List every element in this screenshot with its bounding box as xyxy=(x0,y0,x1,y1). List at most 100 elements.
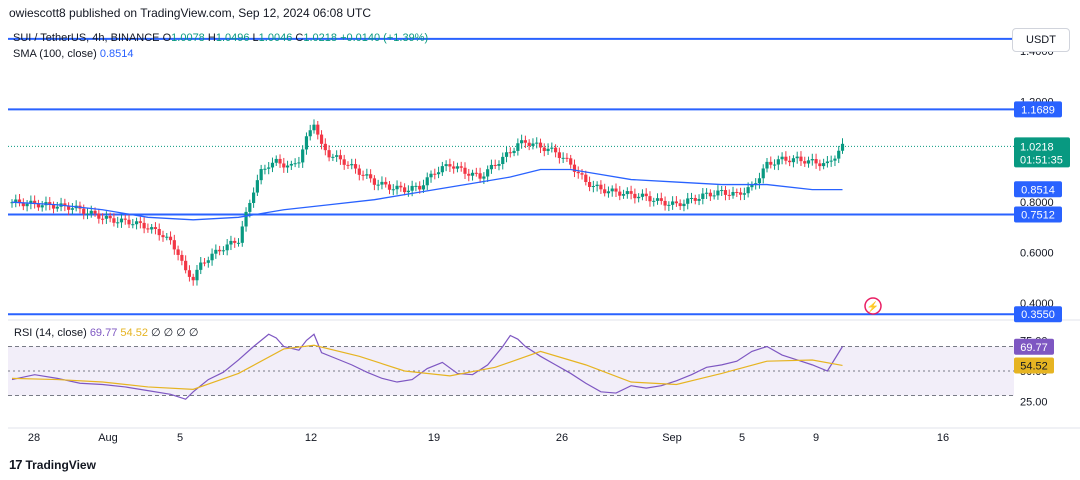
candle xyxy=(829,160,833,162)
candle xyxy=(799,156,803,162)
candle xyxy=(765,161,769,169)
candle xyxy=(399,185,403,188)
candle xyxy=(82,208,86,214)
flash-glyph: ⚡ xyxy=(867,300,879,313)
candle xyxy=(421,185,426,190)
candle xyxy=(29,200,33,204)
candle xyxy=(240,226,244,243)
candle xyxy=(236,242,241,244)
candle xyxy=(391,189,395,191)
close-label: C xyxy=(295,32,304,44)
candle xyxy=(840,143,845,151)
rsi-value: 69.77 xyxy=(89,327,118,339)
candle xyxy=(750,184,754,188)
candle xyxy=(689,197,694,199)
candle xyxy=(376,184,380,186)
level-price-label-text: 1.1689 xyxy=(1021,104,1055,116)
candle xyxy=(655,198,660,201)
candle xyxy=(769,161,773,165)
candle xyxy=(51,204,56,209)
candle xyxy=(780,156,784,160)
time-axis-tick: 16 xyxy=(937,432,949,444)
candle xyxy=(372,178,376,185)
candle xyxy=(727,194,731,196)
candle xyxy=(218,249,222,252)
candle xyxy=(187,270,192,277)
candle xyxy=(202,262,207,264)
candle xyxy=(535,142,539,144)
candle xyxy=(180,254,184,261)
sma-price-label-text: 0.8514 xyxy=(1021,184,1055,196)
candle xyxy=(338,155,343,160)
candle xyxy=(576,171,580,174)
candle xyxy=(723,190,728,195)
symbol-legend: SUI / TetherUS, 4h, BINANCE O1.0078 H1.0… xyxy=(13,32,428,44)
candle xyxy=(538,142,543,148)
candle xyxy=(301,149,305,163)
candle xyxy=(157,229,161,236)
candle xyxy=(448,164,452,167)
sma-legend: SMA (100, close) 0.8514 xyxy=(13,48,133,60)
candle xyxy=(633,193,637,199)
rsi-label[interactable]: RSI (14, close) xyxy=(14,327,87,339)
candle xyxy=(312,124,316,131)
candle xyxy=(36,203,41,208)
sma-label[interactable]: SMA (100, close) xyxy=(13,48,97,60)
candle xyxy=(55,206,59,209)
candle xyxy=(85,213,90,215)
candle xyxy=(735,191,739,193)
candle xyxy=(184,260,188,271)
candle xyxy=(742,193,746,195)
candle xyxy=(346,164,350,166)
candle xyxy=(104,215,108,219)
bar-countdown: 01:51:35 xyxy=(1020,154,1063,166)
candle xyxy=(663,200,667,206)
time-axis-tick: 26 xyxy=(556,432,568,444)
candle xyxy=(674,201,678,204)
candle xyxy=(146,228,150,230)
candle xyxy=(550,147,554,149)
sma-price-label xyxy=(1014,181,1062,198)
candle xyxy=(818,163,822,167)
candle xyxy=(459,166,463,168)
candle xyxy=(357,168,361,175)
tradingview-brand: TradingView xyxy=(25,457,96,472)
candle xyxy=(569,158,573,165)
candle xyxy=(63,203,67,206)
candle xyxy=(199,262,203,270)
candle xyxy=(252,192,256,203)
candle xyxy=(757,178,762,184)
candle xyxy=(150,227,154,230)
candle xyxy=(512,150,516,154)
last-price-value: 1.0218 xyxy=(1020,141,1054,153)
rsi-axis-tick: 25.00 xyxy=(1020,397,1048,409)
candle xyxy=(365,174,369,176)
candle xyxy=(127,219,131,225)
candle xyxy=(561,157,565,159)
alert-flash-icon xyxy=(864,297,882,315)
candle xyxy=(746,187,750,194)
candle xyxy=(591,186,595,188)
candle xyxy=(172,240,176,250)
candle xyxy=(557,152,561,159)
candle xyxy=(720,190,724,192)
candle xyxy=(40,205,44,208)
candle xyxy=(119,218,124,223)
level-price-label-text: 0.7512 xyxy=(1021,209,1055,221)
candle xyxy=(210,253,214,261)
candle xyxy=(761,168,765,179)
candle xyxy=(572,164,577,172)
symbol-name[interactable]: SUI / TetherUS, 4h, BINANCE xyxy=(13,32,160,44)
currency-button[interactable]: USDT xyxy=(1012,28,1070,52)
publish-caption: owiescott8 published on TradingView.com,… xyxy=(9,6,372,20)
candle xyxy=(289,163,293,166)
candle xyxy=(659,198,663,201)
high-label: H xyxy=(207,32,216,44)
candle xyxy=(716,190,720,196)
candle xyxy=(361,174,365,176)
rsi-ma-value-label xyxy=(1014,357,1054,374)
candle xyxy=(610,188,614,192)
candle xyxy=(644,193,648,197)
candle xyxy=(527,142,531,146)
